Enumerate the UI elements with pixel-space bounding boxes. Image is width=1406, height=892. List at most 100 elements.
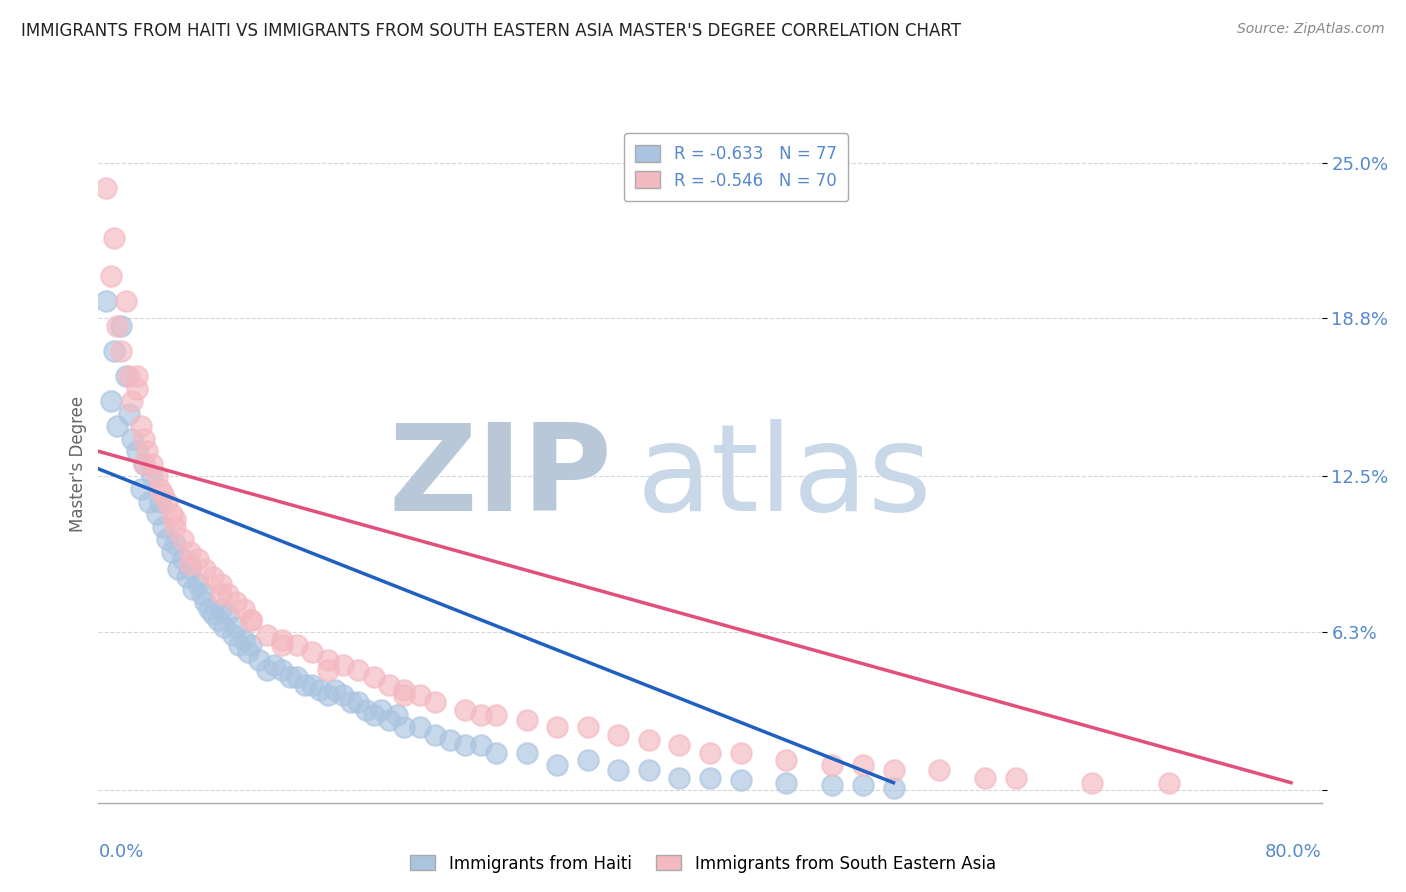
Point: [332, 688, 354, 702]
Point: [546, 758, 568, 772]
Point: [928, 763, 950, 777]
Point: [105, 419, 128, 434]
Point: [209, 587, 232, 601]
Point: [270, 663, 292, 677]
Point: [179, 558, 201, 572]
Point: [576, 721, 599, 735]
Point: [141, 469, 163, 483]
Point: [347, 695, 370, 709]
Point: [138, 494, 160, 508]
Point: [156, 494, 179, 508]
Point: [202, 570, 225, 584]
Point: [316, 663, 339, 677]
Point: [149, 482, 172, 496]
Point: [309, 682, 332, 697]
Point: [100, 394, 122, 409]
Point: [121, 432, 143, 446]
Point: [240, 613, 263, 627]
Point: [141, 457, 163, 471]
Point: [163, 512, 186, 526]
Point: [163, 519, 186, 533]
Point: [470, 738, 492, 752]
Legend: Immigrants from Haiti, Immigrants from South Eastern Asia: Immigrants from Haiti, Immigrants from S…: [404, 848, 1002, 880]
Point: [354, 703, 377, 717]
Point: [225, 595, 247, 609]
Point: [232, 602, 254, 616]
Point: [668, 771, 690, 785]
Point: [194, 562, 217, 576]
Point: [136, 444, 159, 458]
Point: [103, 231, 125, 245]
Point: [121, 394, 143, 409]
Point: [607, 763, 630, 777]
Point: [160, 545, 183, 559]
Point: [118, 368, 141, 383]
Point: [607, 728, 630, 742]
Point: [775, 775, 797, 789]
Point: [730, 773, 752, 788]
Point: [152, 487, 174, 501]
Point: [134, 432, 156, 446]
Point: [730, 746, 752, 760]
Point: [209, 577, 232, 591]
Text: IMMIGRANTS FROM HAITI VS IMMIGRANTS FROM SOUTH EASTERN ASIA MASTER'S DEGREE CORR: IMMIGRANTS FROM HAITI VS IMMIGRANTS FROM…: [21, 22, 962, 40]
Point: [278, 670, 301, 684]
Point: [156, 532, 179, 546]
Point: [439, 733, 461, 747]
Text: 80.0%: 80.0%: [1265, 844, 1322, 862]
Point: [883, 780, 905, 795]
Point: [187, 552, 209, 566]
Point: [301, 678, 323, 692]
Point: [821, 778, 844, 792]
Point: [363, 707, 385, 722]
Point: [285, 670, 308, 684]
Point: [270, 638, 292, 652]
Point: [105, 318, 128, 333]
Point: [125, 382, 148, 396]
Point: [821, 758, 844, 772]
Point: [172, 532, 194, 546]
Point: [129, 482, 152, 496]
Point: [423, 728, 446, 742]
Point: [883, 763, 905, 777]
Point: [1157, 775, 1180, 789]
Point: [94, 180, 117, 194]
Point: [115, 368, 138, 383]
Point: [197, 602, 219, 616]
Point: [134, 457, 156, 471]
Point: [392, 721, 416, 735]
Point: [294, 678, 316, 692]
Point: [1081, 775, 1104, 789]
Point: [392, 688, 416, 702]
Point: [263, 657, 285, 672]
Y-axis label: Master's Degree: Master's Degree: [69, 396, 87, 532]
Point: [392, 682, 416, 697]
Text: 0.0%: 0.0%: [98, 844, 143, 862]
Point: [110, 343, 132, 358]
Point: [240, 638, 263, 652]
Point: [256, 663, 278, 677]
Point: [363, 670, 385, 684]
Point: [408, 688, 430, 702]
Point: [668, 738, 690, 752]
Legend: R = -0.633   N = 77, R = -0.546   N = 70: R = -0.633 N = 77, R = -0.546 N = 70: [624, 133, 848, 202]
Point: [316, 653, 339, 667]
Point: [134, 457, 156, 471]
Point: [125, 444, 148, 458]
Point: [163, 537, 186, 551]
Point: [179, 562, 201, 576]
Point: [152, 519, 174, 533]
Point: [699, 771, 721, 785]
Text: ZIP: ZIP: [388, 419, 612, 536]
Point: [176, 570, 198, 584]
Point: [225, 620, 247, 634]
Text: atlas: atlas: [637, 419, 932, 536]
Point: [103, 343, 125, 358]
Point: [270, 632, 292, 647]
Point: [347, 663, 370, 677]
Point: [546, 721, 568, 735]
Point: [516, 746, 538, 760]
Point: [325, 682, 347, 697]
Text: Source: ZipAtlas.com: Source: ZipAtlas.com: [1237, 22, 1385, 37]
Point: [207, 613, 229, 627]
